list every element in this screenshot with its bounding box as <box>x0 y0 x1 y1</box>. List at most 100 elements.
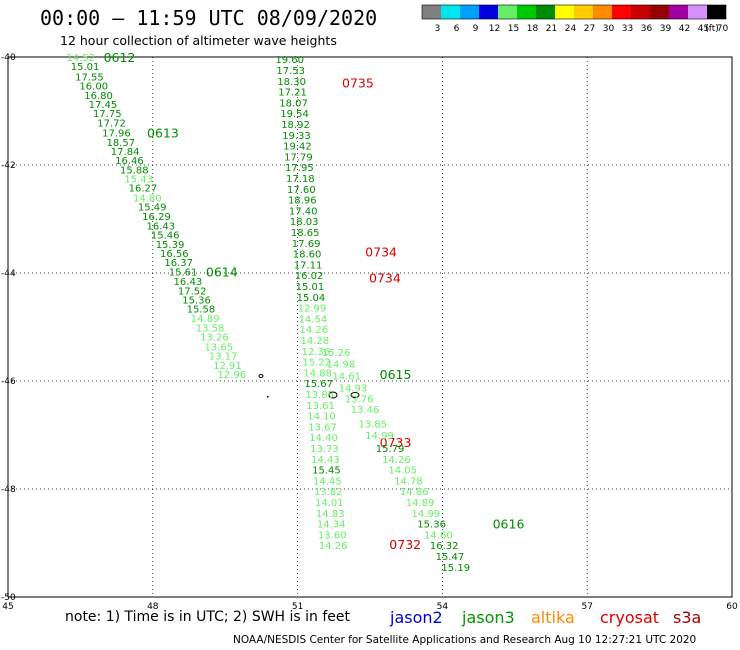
swh-value: 17.18 <box>286 174 315 185</box>
scale-label: 9 <box>473 24 479 34</box>
swh-value: 13.85 <box>358 420 387 431</box>
scale-swatch <box>631 5 650 19</box>
scale-label: 12 <box>489 24 500 34</box>
scale-border <box>421 4 727 20</box>
color-scale-legend: 3 6 9 12 15 18 21 24 27 30 33 36 39 42 45 70(ft) <box>421 4 728 34</box>
swh-value: 14.83 <box>316 509 345 520</box>
scale-label: 15 <box>508 24 519 34</box>
swh-value: 16.32 <box>430 541 459 552</box>
swh-value: 18.57 <box>106 138 135 149</box>
swh-value: 13.85 <box>305 390 334 401</box>
scale-swatch <box>479 5 498 19</box>
time-label: 0732 <box>389 537 421 552</box>
swh-value: 16.46 <box>115 156 144 167</box>
swh-value: 13.65 <box>204 342 233 353</box>
swh-value: 14.10 <box>307 412 336 423</box>
swh-value: 14.52 <box>66 53 95 64</box>
swh-value: 15.26 <box>322 348 351 359</box>
swh-value: 17.11 <box>294 260 323 271</box>
swh-value: 13.61 <box>306 401 335 412</box>
swh-value: 15.01 <box>296 282 325 293</box>
scale-label: 21 <box>546 24 557 34</box>
swh-value: 16.37 <box>164 258 193 269</box>
swh-value: 16.43 <box>174 277 203 288</box>
swh-value: 14.40 <box>309 433 338 444</box>
swh-value: 19.42 <box>283 142 312 153</box>
time-label: 0734 <box>369 270 401 285</box>
swh-value: 15.49 <box>138 203 167 214</box>
swh-value: 15.88 <box>120 165 149 176</box>
y-tick-label: -42 <box>1 161 16 171</box>
scale-swatch <box>707 5 726 19</box>
scale-swatch <box>650 5 669 19</box>
swh-value: 19.33 <box>282 131 311 142</box>
swh-value: 17.96 <box>102 129 131 140</box>
credit-line: NOAA/NESDIS Center for Satellite Applica… <box>233 634 697 646</box>
scale-label: 30 <box>603 24 615 34</box>
scale-label: 39 <box>660 24 672 34</box>
scale-swatch <box>669 5 688 19</box>
swh-value: 17.95 <box>285 163 314 174</box>
plot-frame <box>7 56 733 598</box>
time-label: 0613 <box>147 126 179 141</box>
swh-value: 17.79 <box>284 152 313 163</box>
swh-value: 16.56 <box>160 249 189 260</box>
x-tick-label: 51 <box>292 602 303 612</box>
swh-value: 15.46 <box>151 231 180 242</box>
swh-value: 12.99 <box>298 304 327 315</box>
swh-value: 14.80 <box>133 193 162 204</box>
time-label: 0733 <box>380 435 412 450</box>
swh-value: 14.93 <box>339 383 368 394</box>
swh-value: 14.01 <box>315 498 344 509</box>
footnote: note: 1) Time is in UTC; 2) SWH is in fe… <box>65 609 351 625</box>
swh-value: 13.67 <box>308 422 337 433</box>
swh-value: 13.26 <box>200 333 229 344</box>
y-tick-label: -44 <box>1 269 16 279</box>
swh-value: 14.43 <box>311 455 340 466</box>
swh-value: 13.58 <box>196 324 225 335</box>
swh-value: 14.61 <box>332 372 361 383</box>
x-tick-label: 57 <box>581 602 592 612</box>
swh-value: 18.60 <box>293 250 322 261</box>
swh-value: 17.60 <box>287 185 316 196</box>
scale-label: 36 <box>641 24 653 34</box>
satellite-jason2: jason2 <box>390 608 443 627</box>
swh-value: 18.65 <box>291 228 320 239</box>
swh-value: 14.26 <box>300 325 329 336</box>
scale-label: 18 <box>527 24 539 34</box>
swh-value: 13.82 <box>314 487 343 498</box>
y-tick-label: -46 <box>1 377 16 387</box>
chart-subtitle: 12 hour collection of altimeter wave hei… <box>60 33 337 48</box>
time-label: 0615 <box>380 367 412 382</box>
time-label: 0734 <box>365 244 397 259</box>
swh-value: 18.96 <box>288 196 317 207</box>
satellite-altika: altika <box>531 608 575 627</box>
scale-swatch <box>593 5 612 19</box>
scale-swatch <box>574 5 593 19</box>
time-label: 0612 <box>104 50 136 65</box>
swh-value: 15.79 <box>376 444 405 455</box>
island-dot <box>267 396 269 398</box>
swh-value: 18.03 <box>290 217 319 228</box>
swh-value: 19.60 <box>275 55 304 66</box>
scale-label: 27 <box>584 24 595 34</box>
swh-value: 14.26 <box>319 541 348 552</box>
swh-value: 17.45 <box>89 100 118 111</box>
track-east: 15.2614.9814.6114.9313.7613.4613.8514.99… <box>322 348 525 574</box>
swh-value: 15.58 <box>187 305 216 316</box>
x-tick-label: 48 <box>147 602 159 612</box>
swh-value: 18.92 <box>281 120 310 131</box>
swh-value: 19.54 <box>280 109 309 120</box>
swh-value: 18.07 <box>279 98 308 109</box>
swh-value: 15.04 <box>297 293 326 304</box>
scale-swatch <box>688 5 707 19</box>
swh-value: 14.98 <box>327 360 356 371</box>
scale-label: 24 <box>565 24 577 34</box>
swh-value: 14.05 <box>388 466 417 477</box>
satellite-s3a: s3a <box>673 608 702 627</box>
scale-label: 33 <box>622 24 633 34</box>
scale-swatch <box>612 5 631 19</box>
scale-label: 45 <box>698 24 709 34</box>
scale-label: 42 <box>679 24 690 34</box>
scale-label: 6 <box>454 24 460 34</box>
